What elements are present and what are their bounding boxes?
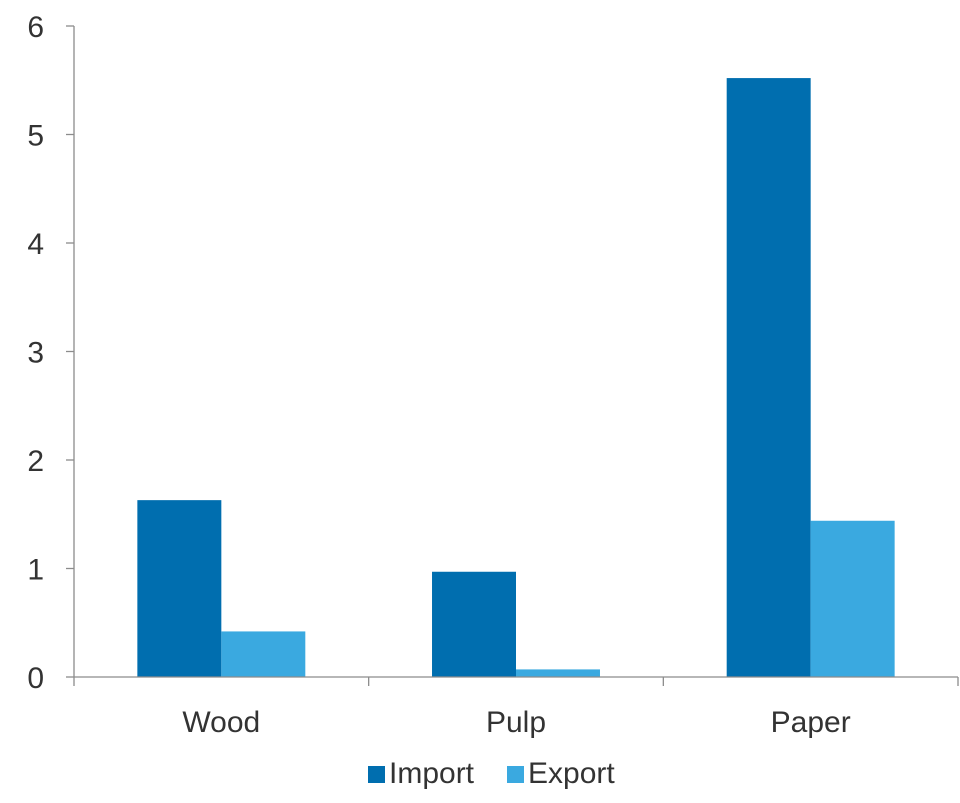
y-tick-label: 1 xyxy=(27,554,44,587)
bar-import-paper xyxy=(726,78,811,677)
y-tick-label: 6 xyxy=(27,11,44,44)
x-category-label: Wood xyxy=(182,706,260,739)
legend-label-export: Export xyxy=(528,757,615,790)
legend-label-import: Import xyxy=(389,757,475,790)
bar-import-pulp xyxy=(432,571,516,677)
y-tick-label: 3 xyxy=(27,337,44,370)
bar-export-pulp xyxy=(516,669,600,677)
y-tick-label: 5 xyxy=(27,120,44,153)
y-tick-label: 2 xyxy=(27,445,44,478)
legend-swatch-import xyxy=(368,766,385,783)
legend: Import Export xyxy=(368,757,615,790)
x-category-label: Pulp xyxy=(486,706,546,739)
y-tick-label: 0 xyxy=(27,662,44,695)
y-tick-label: 4 xyxy=(27,228,44,261)
bar-export-paper xyxy=(810,520,895,677)
bar-export-wood xyxy=(221,631,306,677)
bar-import-wood xyxy=(137,500,222,677)
x-category-label: Paper xyxy=(771,706,851,739)
legend-swatch-export xyxy=(507,766,524,783)
bars-group xyxy=(137,78,895,677)
axes-group: 0 1 2 3 4 5 6 Wood Pulp Paper xyxy=(27,11,959,739)
